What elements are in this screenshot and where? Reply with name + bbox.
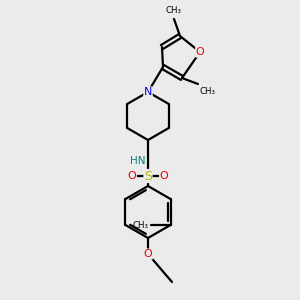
Text: O: O (144, 249, 152, 259)
Text: O: O (160, 171, 168, 181)
Text: N: N (144, 87, 152, 97)
Text: CH₃: CH₃ (200, 87, 216, 96)
Text: CH₃: CH₃ (133, 220, 148, 230)
Text: O: O (196, 47, 204, 57)
Text: O: O (128, 171, 136, 181)
Text: CH₃: CH₃ (166, 6, 182, 15)
Text: HN: HN (130, 156, 146, 166)
Text: S: S (144, 169, 152, 182)
